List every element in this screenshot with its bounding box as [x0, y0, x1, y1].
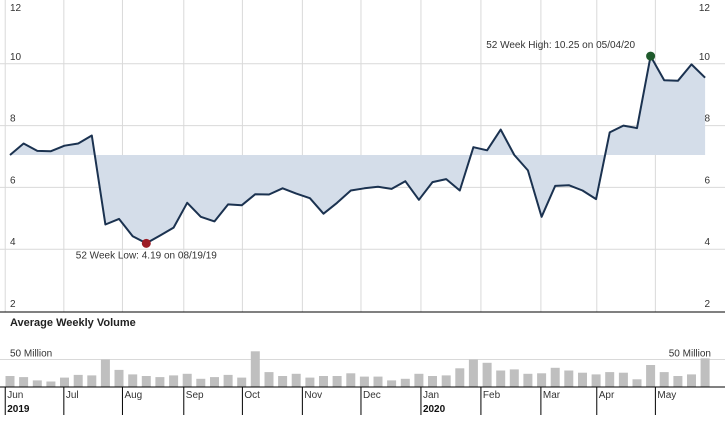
y-tick-label-left: 2 — [10, 299, 16, 310]
y-tick-label-left: 10 — [10, 52, 22, 63]
volume-bar — [414, 373, 424, 387]
volume-bar — [400, 378, 410, 388]
volume-bar — [509, 369, 519, 387]
month-label: Mar — [543, 390, 561, 401]
volume-bar — [591, 374, 601, 388]
volume-bar — [428, 376, 437, 387]
volume-bar — [32, 380, 42, 387]
year-label: 2019 — [7, 404, 30, 415]
volume-bar — [60, 377, 69, 387]
year-label: 2020 — [423, 404, 446, 415]
volume-bar — [673, 376, 683, 387]
y-tick-label-right: 10 — [699, 52, 711, 63]
volume-bar — [264, 372, 274, 387]
y-tick-label-right: 8 — [704, 114, 710, 125]
volume-bar — [632, 379, 642, 387]
volume-bar — [223, 374, 233, 387]
volume-bar — [659, 372, 669, 387]
y-tick-label-right: 6 — [704, 175, 710, 186]
volume-bar — [578, 372, 587, 387]
volume-bar — [46, 381, 56, 387]
volume-bar — [278, 376, 288, 387]
volume-bar — [19, 377, 29, 387]
volume-bar — [605, 372, 615, 387]
volume-bar — [482, 362, 492, 387]
y-tick-label-left: 8 — [10, 114, 16, 125]
month-label: Feb — [483, 390, 501, 401]
volume-reference-label-right: 50 Million — [669, 349, 711, 360]
volume-bar — [700, 358, 710, 387]
volume-bar — [455, 368, 465, 387]
month-label: Aug — [124, 390, 142, 401]
volume-bar — [550, 367, 560, 388]
price-range-band — [10, 56, 706, 244]
month-label: Sep — [186, 390, 204, 401]
volume-bar — [73, 374, 83, 387]
volume-bar — [441, 375, 451, 387]
high-marker — [646, 51, 656, 61]
volume-bar — [237, 377, 247, 387]
volume-bar — [305, 377, 315, 387]
volume-bar — [496, 370, 506, 387]
volume-bars — [5, 351, 710, 388]
y-tick-label-left: 4 — [10, 237, 16, 248]
volume-bar — [332, 376, 342, 387]
month-label: Apr — [599, 390, 615, 401]
y-tick-label-right: 2 — [704, 299, 710, 310]
month-label: Jan — [423, 390, 439, 401]
volume-bar — [537, 373, 547, 388]
volume-bar — [564, 370, 574, 387]
month-label: Dec — [363, 390, 381, 401]
y-tick-label-left: 6 — [10, 175, 16, 186]
volume-title: Average Weekly Volume — [10, 317, 136, 329]
volume-bar — [387, 380, 397, 387]
volume-bar — [359, 376, 369, 388]
month-label: Nov — [304, 390, 322, 401]
volume-bar — [182, 373, 192, 387]
volume-bar — [87, 375, 97, 387]
volume-bar — [210, 377, 219, 387]
y-tick-label-left: 12 — [10, 3, 22, 14]
volume-bar — [114, 369, 124, 387]
volume-bar — [291, 373, 301, 387]
high-annotation: 52 Week High: 10.25 on 05/04/20 — [486, 40, 635, 51]
x-axis: Jun Jul Aug Sep Oct Nov Dec Jan Feb Mar Apr May 2019… — [4, 387, 676, 415]
y-tick-label-right: 4 — [704, 237, 710, 248]
low-marker — [141, 238, 151, 248]
volume-bar — [618, 372, 628, 387]
low-annotation: 52 Week Low: 4.19 on 08/19/19 — [76, 250, 217, 261]
volume-bar — [100, 359, 110, 387]
price-line — [9, 55, 706, 245]
month-label: May — [657, 390, 676, 401]
volume-bar — [155, 377, 165, 387]
volume-bar — [196, 378, 206, 388]
volume-bar — [523, 373, 533, 387]
volume-reference-label-left: 50 Million — [10, 349, 52, 360]
month-label: Jun — [7, 390, 23, 401]
volume-bar — [468, 359, 478, 387]
y-tick-label-right: 12 — [699, 3, 711, 14]
volume-bar — [687, 374, 696, 388]
extreme-markers — [141, 51, 656, 248]
month-label: Jul — [66, 390, 79, 401]
volume-bar — [346, 373, 356, 388]
volume-bar — [141, 376, 151, 387]
volume-bar — [319, 376, 328, 387]
volume-bar — [250, 351, 260, 388]
volume-bar — [5, 376, 15, 387]
volume-bar — [646, 365, 656, 387]
price-y-axis: 2 2 4 4 6 6 8 8 10 10 12 12 — [10, 3, 710, 310]
month-label: Oct — [244, 390, 260, 401]
volume-bar — [169, 375, 179, 387]
volume-bar — [128, 374, 138, 388]
volume-bar — [373, 376, 383, 388]
